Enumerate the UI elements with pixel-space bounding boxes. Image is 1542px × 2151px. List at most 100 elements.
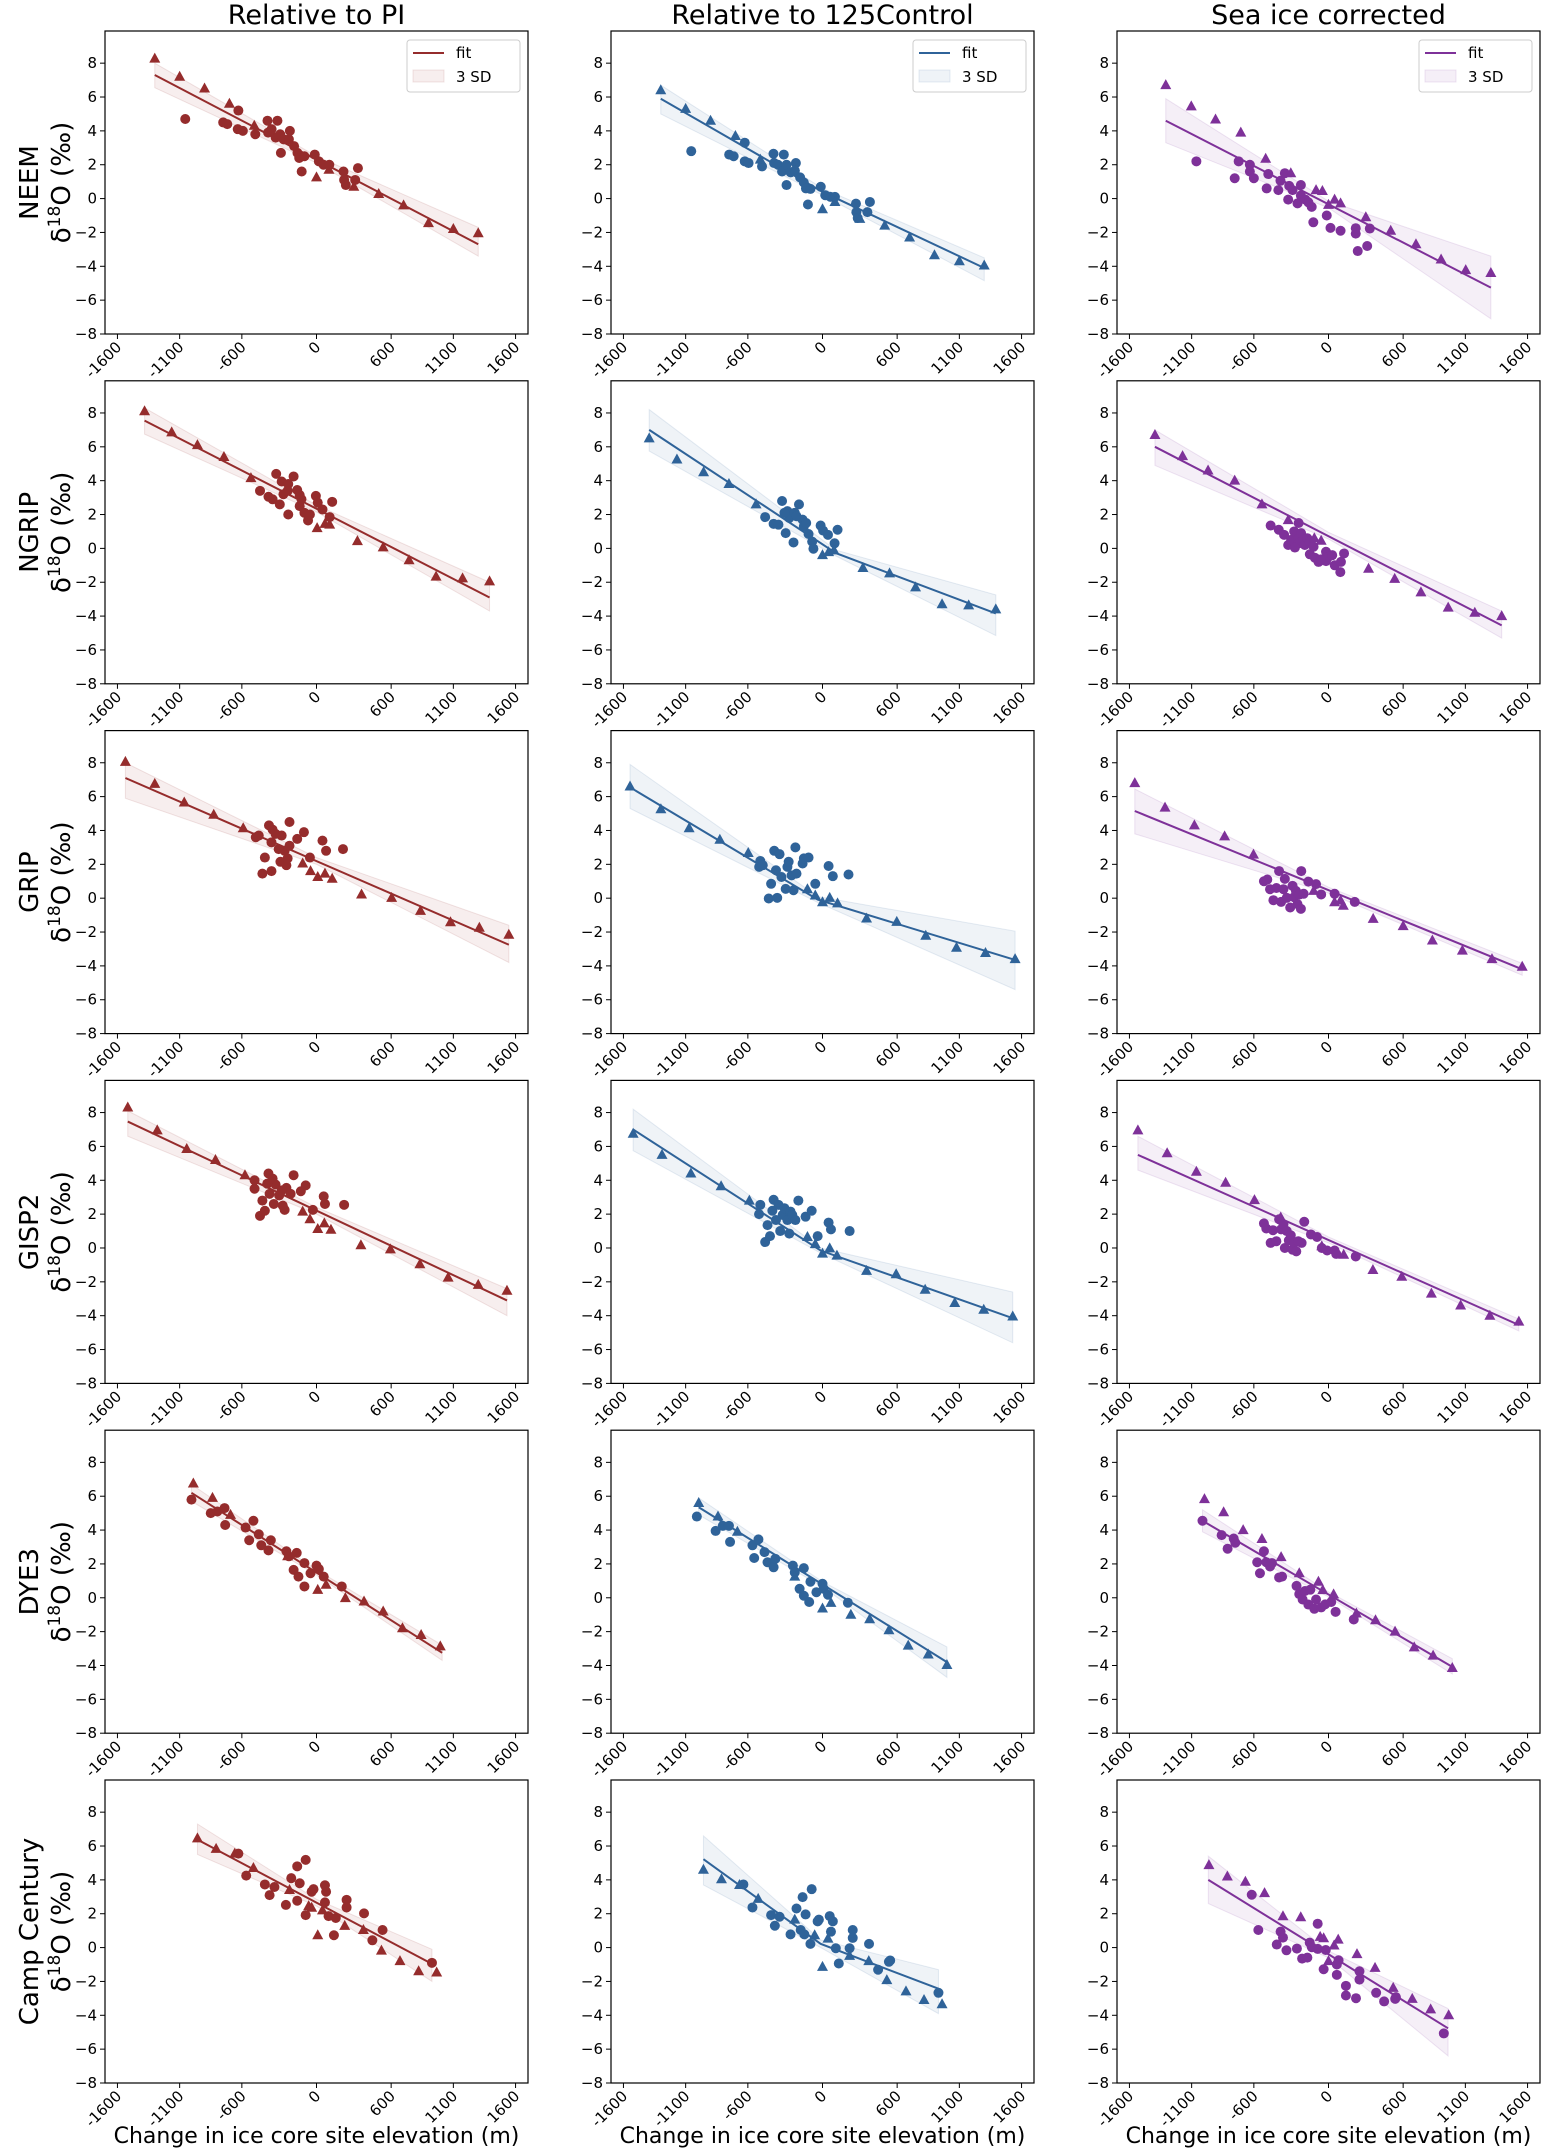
site-name: Camp Century [15,1838,45,2026]
triangle-point [1328,1588,1340,1599]
y-tick-label: −8 [1087,1724,1109,1742]
circle-point [788,537,799,548]
circle-point [1340,1980,1351,1991]
x-tick-label: -1100 [1156,1038,1200,1082]
circle-point [1350,228,1361,239]
triangle-point [1367,912,1379,923]
circle-point [1321,210,1332,221]
circle-point [1271,1236,1282,1247]
circle-point [1278,884,1289,895]
triangle-point [857,562,869,573]
circle-point [265,1535,276,1546]
y-tick-label: 4 [1099,472,1109,490]
circle-point [844,1226,855,1237]
circle-point [686,146,697,157]
triangle-point [384,1243,396,1254]
x-tick-label: -600 [1225,2087,1262,2124]
isotope-superscript: 18 [45,1255,65,1277]
circle-point [806,1884,817,1895]
x-tick-label: 1600 [1496,338,1536,378]
y-tick-label: −6 [1087,991,1109,1009]
triangle-point [237,822,249,833]
site-name: NEEM [15,145,45,220]
circle-point [1248,173,1259,184]
triangle-point [890,1268,902,1279]
y-tick-label: −2 [1087,1273,1109,1291]
y-tick-label: 4 [1099,1871,1109,1889]
x-tick-label: -1100 [1156,688,1200,732]
circle-point [791,868,802,879]
y-tick-label: 0 [87,190,97,208]
y-tick-label: 4 [593,1871,603,1889]
x-tick-label: 1100 [421,1038,461,1078]
triangle-point [311,171,322,182]
triangle-point [304,1213,316,1224]
circle-point [843,869,854,880]
triangle-point [484,575,496,586]
triangle-point [1485,267,1497,278]
triangle-point [225,1508,237,1519]
triangle-point [306,1901,318,1912]
fit-line [1154,445,1503,627]
circle-point [1291,1943,1302,1954]
plot-area [1117,380,1540,684]
x-tick-label: 600 [872,2087,905,2120]
triangle-point [318,1217,330,1228]
y-tick-label: 8 [87,404,97,422]
circle-point [350,174,361,185]
circle-point [1268,895,1279,906]
y-tick-label: 0 [87,1239,97,1257]
circle-point [359,1908,370,1919]
y-tick-label: 0 [593,889,603,907]
triangle-point [1188,819,1200,830]
fit-line [196,1838,433,1965]
circle-point [805,183,816,194]
panel-dye3-col1: −8 −6 −4 −2 0 2 4 6 8 -1600 -1100 -600 0 600 1100 1600 [75,1429,529,1781]
y-tick-label: 4 [87,472,97,490]
circle-point [1273,185,1284,196]
triangle-point [1332,1933,1344,1944]
circle-point [776,872,787,883]
triangle-point [1256,1533,1268,1544]
circle-point [1325,222,1336,233]
triangle-point [139,405,151,416]
circle-point [233,105,244,116]
triangle-point [854,212,866,223]
triangle-point [1009,953,1021,964]
x-tick-label: 0 [811,1388,830,1407]
x-tick-label: 600 [366,2087,399,2120]
circle-point [283,509,294,520]
x-tick-label: 600 [366,1038,399,1071]
panel-grip-col3: −8 −6 −4 −2 0 2 4 6 8 -1600 -1100 -600 0 600 1100 1600 [1087,729,1541,1082]
triangle-point [1277,1910,1289,1921]
y-tick-label: −2 [75,223,97,241]
circle-point [1299,1216,1310,1227]
x-tick-label: 1100 [927,688,967,728]
triangle-point [990,603,1002,614]
circle-point [336,1581,347,1592]
triangle-point [1328,1939,1340,1950]
x-tick-label: -600 [719,2087,756,2124]
circle-point [822,529,833,540]
triangle-point [1308,884,1320,895]
circle-point [300,1910,311,1921]
triangle-point [1221,1870,1233,1881]
triangle-point [671,453,683,464]
y-tick-label: −8 [75,325,97,343]
triangle-point [1316,184,1328,195]
x-tick-label: 1600 [484,1038,524,1078]
triangle-point [891,915,903,926]
circle-point [747,1902,758,1913]
y-tick-label: −6 [1087,1341,1109,1359]
circle-point [823,861,834,872]
y-tick-label: 6 [87,88,97,106]
x-tick-label: -1600 [82,1038,126,1082]
circle-point [300,1854,311,1865]
circle-point [273,844,284,855]
circle-point [1275,175,1286,186]
x-tick-label: -600 [213,338,250,375]
circle-point [1279,1242,1290,1253]
x-tick-label: -600 [213,1388,250,1425]
triangle-point [1486,953,1498,964]
